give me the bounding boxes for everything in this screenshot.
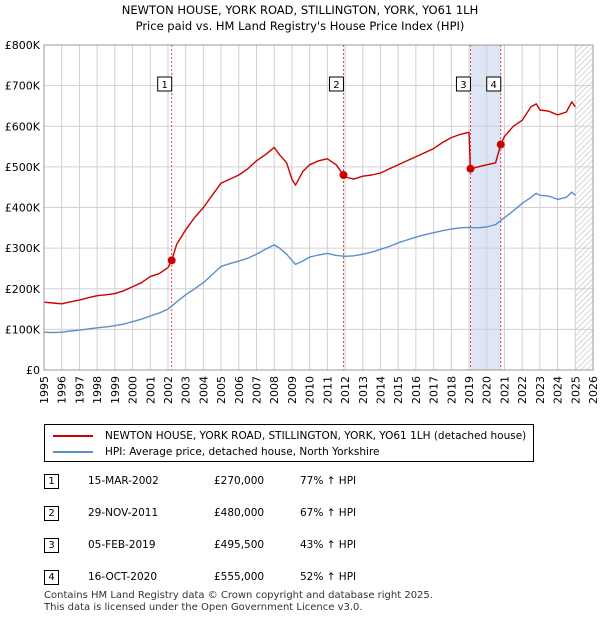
footer-attribution: Contains HM Land Registry data © Crown c… <box>44 590 433 614</box>
transaction-hpi: 43% ↑ HPI <box>300 539 357 551</box>
y-tick-label: £400K <box>5 202 41 215</box>
footer-line-2: This data is licensed under the Open Gov… <box>44 602 363 613</box>
x-tick-label: 2025 <box>569 376 582 404</box>
plot-border <box>43 44 594 371</box>
legend-item-hpi: HPI: Average price, detached house, Nort… <box>53 444 380 460</box>
chart-subtitle: Price paid vs. HM Land Registry's House … <box>135 19 465 33</box>
x-tick-label: 2000 <box>127 376 140 404</box>
transaction-number: 4 <box>44 570 59 585</box>
x-tick-label: 2018 <box>445 376 458 404</box>
transaction-number: 2 <box>44 506 59 521</box>
sale-point <box>167 256 176 265</box>
transaction-date: 05-FEB-2019 <box>88 539 156 551</box>
x-tick-label: 1996 <box>56 376 69 404</box>
transaction-price: £480,000 <box>214 507 265 519</box>
y-tick-label: £100K <box>5 323 41 336</box>
chart-legend: NEWTON HOUSE, YORK ROAD, STILLINGTON, YO… <box>44 424 534 462</box>
transaction-hpi: 52% ↑ HPI <box>300 571 357 583</box>
table-row: 2 29-NOV-2011 £480,000 67% ↑ HPI <box>44 506 444 522</box>
chart-title: NEWTON HOUSE, YORK ROAD, STILLINGTON, YO… <box>121 3 479 17</box>
y-tick-label: £0 <box>26 364 40 377</box>
legend-label-hpi: HPI: Average price, detached house, Nort… <box>105 446 380 458</box>
x-tick-label: 2021 <box>498 376 511 404</box>
transaction-price: £495,500 <box>214 539 265 551</box>
transaction-date: 15-MAR-2002 <box>88 475 159 487</box>
x-tick-label: 2019 <box>463 376 476 404</box>
x-tick-label: 2024 <box>552 376 565 404</box>
price-chart: £0 £100K £200K £300K £400K £500K £600K £700K £80… <box>5 39 600 404</box>
x-tick-label: 2013 <box>357 376 370 404</box>
x-tick-label: 2011 <box>321 376 334 404</box>
transaction-hpi: 77% ↑ HPI <box>300 475 357 487</box>
sale-point <box>466 164 475 173</box>
x-tick-label: 2017 <box>428 376 441 404</box>
legend-item-property: NEWTON HOUSE, YORK ROAD, STILLINGTON, YO… <box>53 428 526 444</box>
property-price-line <box>43 101 576 305</box>
x-tick-label: 1995 <box>38 376 51 404</box>
x-tick-label: 2026 <box>587 376 600 404</box>
sale-marker-box <box>486 76 502 92</box>
y-tick-label: £300K <box>5 242 41 255</box>
x-tick-label: 2022 <box>516 376 529 404</box>
sale-marker-label: 1 <box>161 80 167 91</box>
sale-marker-label: 2 <box>333 80 339 91</box>
y-tick-label: £700K <box>5 80 41 93</box>
y-tick-label: £500K <box>5 161 41 174</box>
sale-point <box>339 171 348 179</box>
x-tick-label: 2007 <box>251 376 264 404</box>
x-tick-label: 2006 <box>233 376 246 404</box>
x-tick-label: 1998 <box>91 376 104 404</box>
x-tick-label: 2023 <box>534 376 547 404</box>
legend-label-property: NEWTON HOUSE, YORK ROAD, STILLINGTON, YO… <box>105 430 527 442</box>
transaction-date: 29-NOV-2011 <box>88 507 159 519</box>
sale-marker-box <box>328 76 344 92</box>
x-tick-label: 2016 <box>410 376 423 404</box>
table-row: 4 16-OCT-2020 £555,000 52% ↑ HPI <box>44 570 444 586</box>
x-tick-label: 2015 <box>392 376 405 404</box>
x-tick-label: 2014 <box>374 376 387 404</box>
sale-marker-box <box>455 76 471 92</box>
sale-marker-label: 4 <box>491 80 497 91</box>
x-tick-label: 1997 <box>73 376 86 404</box>
x-tick-label: 2002 <box>162 376 175 404</box>
y-tick-label: £800K <box>5 39 41 52</box>
x-tick-label: 2012 <box>339 376 352 404</box>
sale-point <box>496 140 505 149</box>
transaction-number: 3 <box>44 538 59 553</box>
y-tick-label: £200K <box>5 283 41 296</box>
transaction-price: £270,000 <box>214 475 265 487</box>
footer-line-1: Contains HM Land Registry data © Crown c… <box>44 590 433 601</box>
transaction-hpi: 67% ↑ HPI <box>300 507 357 519</box>
x-tick-label: 2004 <box>197 376 210 404</box>
legend-swatch-property <box>53 435 93 437</box>
x-tick-label: 1999 <box>109 376 122 404</box>
x-tick-label: 2005 <box>215 376 228 404</box>
x-tick-label: 2009 <box>286 376 299 404</box>
table-row: 1 15-MAR-2002 £270,000 77% ↑ HPI <box>44 474 444 490</box>
transaction-number: 1 <box>44 474 59 489</box>
legend-swatch-hpi <box>53 451 93 453</box>
y-tick-label: £600K <box>5 120 41 133</box>
x-tick-label: 2008 <box>268 376 281 404</box>
transaction-date: 16-OCT-2020 <box>88 571 157 583</box>
x-tick-label: 2020 <box>481 376 494 404</box>
sale-marker-label: 3 <box>460 80 466 91</box>
chart-title-block: NEWTON HOUSE, YORK ROAD, STILLINGTON, YO… <box>0 2 600 34</box>
transaction-price: £555,000 <box>214 571 265 583</box>
x-tick-label: 2010 <box>304 376 317 404</box>
x-tick-label: 2003 <box>180 376 193 404</box>
hpi-line <box>43 191 576 334</box>
sale-marker-box <box>157 76 173 92</box>
table-row: 3 05-FEB-2019 £495,500 43% ↑ HPI <box>44 538 444 554</box>
x-tick-label: 2001 <box>144 376 157 404</box>
